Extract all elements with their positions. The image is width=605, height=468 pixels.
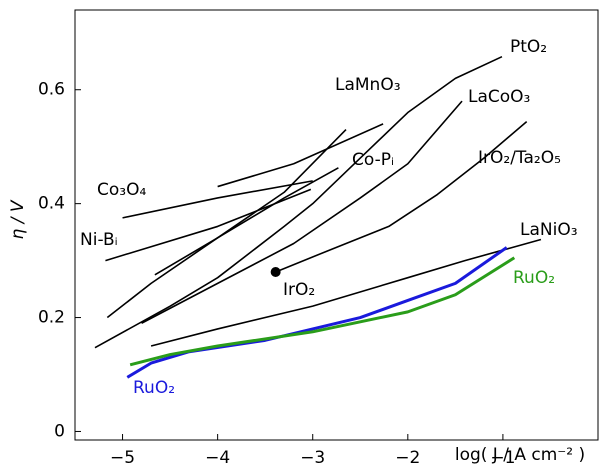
y-tick-label: 0.2 xyxy=(38,308,65,328)
x-tick-label: −5 xyxy=(110,448,135,468)
series-line xyxy=(105,188,312,262)
series-label: LaCoO₃ xyxy=(468,87,530,107)
series-line xyxy=(94,55,503,349)
series-label: LaNiO₃ xyxy=(520,220,578,240)
x-tick-label: −4 xyxy=(205,448,230,468)
series-line xyxy=(154,167,339,276)
series-line xyxy=(217,123,384,188)
plot-frame xyxy=(74,9,599,441)
x-tick-label: −2 xyxy=(395,448,420,468)
series-label: IrO₂/Ta₂O₅ xyxy=(478,148,561,168)
x-tick-label: −1 xyxy=(490,448,515,468)
series-label: IrO₂ xyxy=(283,280,315,300)
series-line xyxy=(126,246,508,379)
x-axis-label: log( J / A cm⁻² ) xyxy=(455,445,585,465)
series-label: Co₃O₄ xyxy=(97,180,146,200)
series-line xyxy=(141,100,463,324)
series-line xyxy=(150,238,542,347)
x-tick-label: −3 xyxy=(300,448,325,468)
series-label: Co-Pᵢ xyxy=(352,150,394,170)
series-line xyxy=(275,121,528,273)
series-label: RuO₂ xyxy=(513,268,555,288)
y-tick-label: 0.6 xyxy=(38,80,65,100)
data-point xyxy=(270,266,281,277)
y-tick-label: 0 xyxy=(54,421,65,441)
series-label: PtO₂ xyxy=(510,37,547,57)
y-axis-label: η / V xyxy=(8,199,28,239)
series-line xyxy=(122,180,313,219)
series-label: RuO₂ xyxy=(133,378,175,398)
series-line xyxy=(129,256,516,367)
y-tick-label: 0.4 xyxy=(38,194,65,214)
series-label: Ni-Bᵢ xyxy=(80,230,118,250)
series-label: LaMnO₃ xyxy=(335,75,401,95)
